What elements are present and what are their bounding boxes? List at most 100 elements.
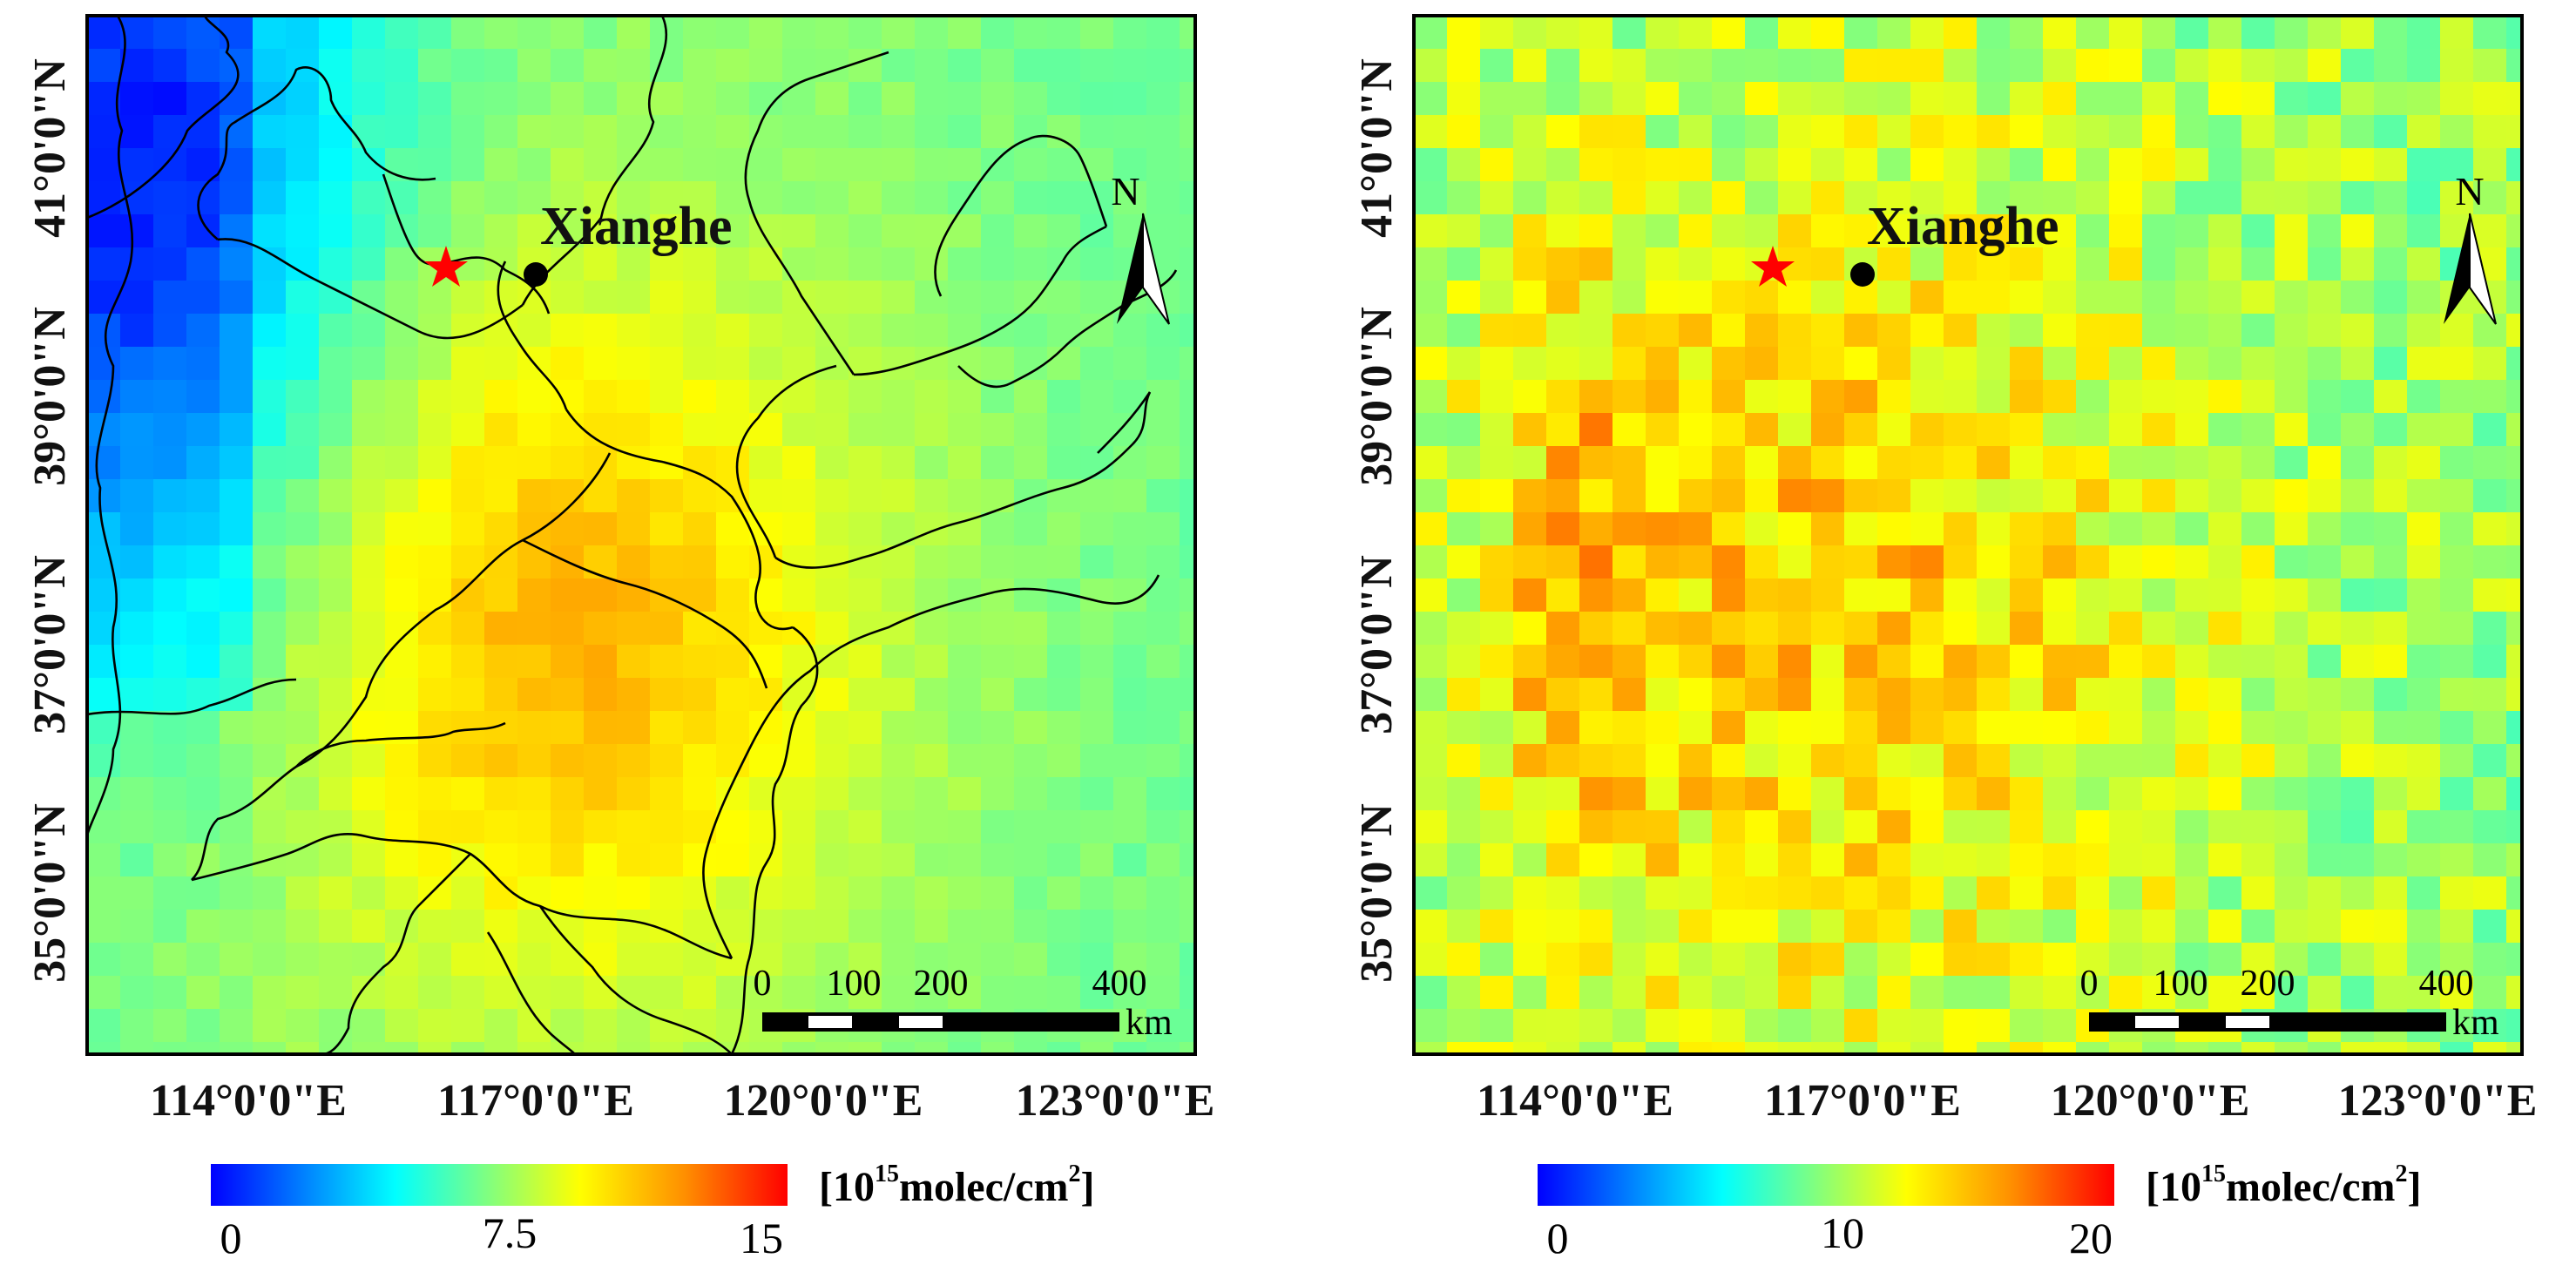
heat-cell [484, 1009, 518, 1043]
heat-cell [1546, 181, 1580, 215]
heat-cell [2407, 744, 2441, 778]
heat-cell [1977, 16, 2011, 50]
heat-cell [1480, 380, 1514, 414]
heat-cell [352, 545, 386, 579]
heat-cell [1844, 612, 1878, 646]
heat-cell [1811, 413, 1845, 447]
heat-cell [418, 314, 452, 348]
heat-cell [1778, 777, 1812, 811]
heat-cell [1480, 512, 1514, 546]
heat-cell [1414, 612, 1448, 646]
heat-cell [1944, 777, 1978, 811]
heat-cell [1745, 49, 1779, 83]
heat-cell [915, 49, 949, 83]
heat-cell [1844, 413, 1878, 447]
heat-cell [1910, 314, 1944, 348]
heat-cell [683, 744, 717, 778]
heat-cell [2076, 214, 2110, 248]
heat-cell [385, 380, 419, 414]
heat-cell [186, 678, 220, 712]
heat-cell [948, 777, 982, 811]
heat-cell [981, 645, 1015, 679]
heat-cell [584, 810, 618, 844]
xianghe-site-marker-right [1850, 262, 1875, 287]
heat-cell [716, 380, 750, 414]
heat-cell [683, 1009, 717, 1043]
heat-cell [1146, 545, 1180, 579]
heat-cell [319, 876, 353, 910]
heat-cell [186, 943, 220, 977]
heat-cell [1944, 1009, 1978, 1043]
heat-cell [749, 545, 783, 579]
heat-cell [1844, 16, 1878, 50]
heat-cell [1745, 314, 1779, 348]
heat-cell [1679, 910, 1713, 944]
heat-cell [1712, 1042, 1746, 1054]
heat-cell [120, 1009, 154, 1043]
heat-cell [815, 943, 849, 977]
heat-cell [220, 512, 254, 546]
heat-cell [1944, 876, 1978, 910]
heat-cell [2208, 247, 2242, 281]
heat-cell [1480, 314, 1514, 348]
heat-cell [650, 711, 684, 745]
heat-cell [749, 976, 783, 1010]
heat-cell [2109, 413, 2143, 447]
heat-cell [1014, 82, 1048, 116]
heat-cell [1447, 16, 1481, 50]
heat-cell [882, 181, 916, 215]
heat-cell [1180, 645, 1195, 679]
heat-cell [1414, 711, 1448, 745]
heat-cell [286, 380, 320, 414]
heat-cell [1778, 976, 1812, 1010]
unit-exp-right: 15 [2201, 1160, 2226, 1187]
heat-cell [484, 843, 518, 877]
heat-cell [2341, 49, 2375, 83]
heat-cell [2076, 413, 2110, 447]
heat-cell [418, 115, 452, 149]
heat-cell [2043, 876, 2077, 910]
heat-cell [617, 49, 651, 83]
heat-cell [1047, 744, 1081, 778]
heat-cell [2407, 479, 2441, 513]
heat-cell [517, 645, 551, 679]
heat-cell [1113, 16, 1147, 50]
lat-label-left-39: 39°0'0"N [25, 307, 75, 486]
heat-cell [1877, 247, 1911, 281]
heat-cell [1447, 347, 1481, 381]
heat-cell [2374, 578, 2408, 612]
heat-cell [2142, 645, 2176, 679]
heat-cell [1977, 181, 2011, 215]
heat-cell [1877, 678, 1911, 712]
heat-cell [551, 181, 585, 215]
heat-cell [186, 777, 220, 811]
heat-cell [1579, 181, 1613, 215]
heat-cell [2241, 512, 2275, 546]
heat-cell [186, 612, 220, 646]
heat-cell [120, 711, 154, 745]
heat-cell [2076, 744, 2110, 778]
heat-cell [1480, 148, 1514, 182]
heat-cell [815, 281, 849, 315]
scale-bar-left: 0 100 200 400 km [754, 964, 1173, 1043]
heat-cell [1447, 976, 1481, 1010]
heat-cell [1513, 16, 1547, 50]
heat-cell [253, 49, 287, 83]
heat-cell [1910, 281, 1944, 315]
lon-label-right-114: 114°0'0"E [1477, 1076, 1673, 1126]
heat-cell [451, 446, 485, 480]
heat-cell [1014, 314, 1048, 348]
heat-cell [2341, 380, 2375, 414]
heat-cell [551, 413, 585, 447]
heat-cell [2374, 347, 2408, 381]
heat-cell [1844, 744, 1878, 778]
heat-cell [1180, 314, 1195, 348]
heat-cell [1180, 512, 1195, 546]
heat-cell [1579, 1009, 1613, 1043]
heat-cell [2043, 545, 2077, 579]
heat-cell [1014, 943, 1048, 977]
heat-cell [1546, 711, 1580, 745]
heat-cell [1910, 115, 1944, 149]
heat-cell [1944, 976, 1978, 1010]
heat-cell [1977, 578, 2011, 612]
